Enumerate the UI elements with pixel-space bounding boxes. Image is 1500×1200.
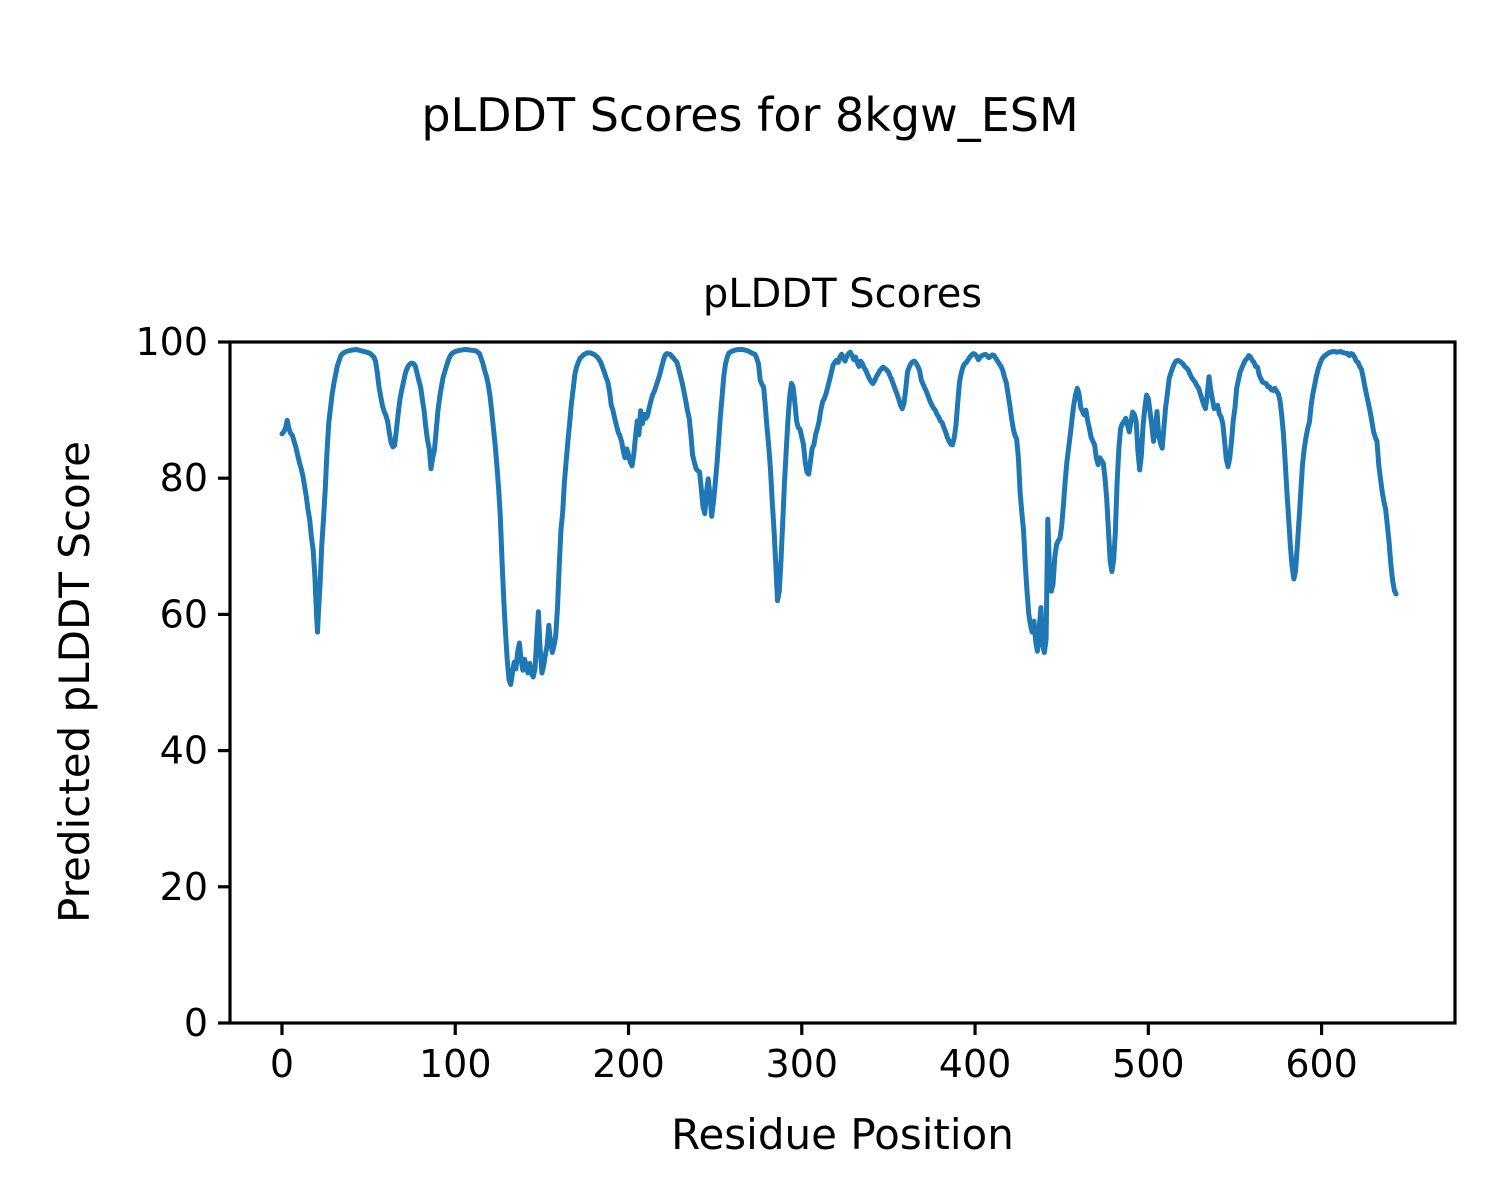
x-tick-label: 500 [1112,1042,1185,1086]
x-tick-label: 200 [592,1042,665,1086]
y-tick-label: 20 [160,865,208,909]
axes-title: pLDDT Scores [702,271,983,317]
x-tick-label: 400 [939,1042,1012,1086]
y-tick-label: 40 [160,729,208,773]
y-tick-label: 100 [135,320,208,364]
plddt-line [279,347,1399,687]
x-tick-label: 100 [419,1042,492,1086]
y-tick-label: 60 [160,592,208,636]
axes-spines [228,340,1457,1025]
x-tick-label: 0 [270,1042,294,1086]
y-tick-label: 0 [184,1001,208,1045]
x-axis-label: Residue Position [671,1110,1014,1159]
x-tick-label: 300 [766,1042,839,1086]
figure-suptitle: pLDDT Scores for 8kgw_ESM [421,88,1079,142]
x-tick-label: 600 [1285,1042,1358,1086]
y-tick-label: 80 [160,456,208,500]
